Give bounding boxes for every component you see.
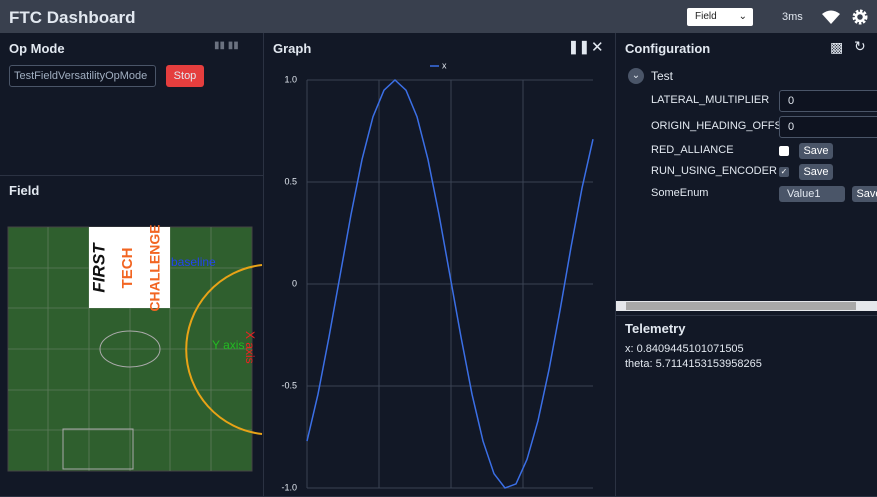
telemetry-line: theta: 5.7114153153958265 (625, 358, 762, 370)
save-icon[interactable]: ▩ (830, 39, 844, 55)
layout-select-value: Field (695, 11, 717, 22)
config-label: RUN_USING_ENCODER (651, 165, 777, 177)
settings-icon[interactable] (852, 9, 868, 25)
baseline-label: baseline (171, 255, 216, 269)
y-tick-label: 1.0 (284, 74, 297, 84)
save-button[interactable]: Save (799, 164, 833, 180)
telemetry-line: x: 0.8409445101071505 (625, 343, 744, 355)
graph-chart: 1.0 0.5 0 -0.5 -1.0 x (281, 60, 594, 492)
series-line (306, 78, 594, 489)
logo-text: CHALLENGE (147, 224, 163, 311)
robot-arc (185, 264, 263, 435)
center-circle (99, 330, 161, 368)
pause-button[interactable]: ❚❚ (568, 39, 590, 54)
configuration-panel: Configuration ▩ ↻ ⌄ Test LATERAL_MULTIPL… (616, 33, 877, 316)
panel-title: Graph (273, 41, 312, 56)
logo-box (89, 227, 170, 308)
telemetry-panel: Telemetry x: 0.8409445101071505 theta: 5… (616, 316, 877, 497)
config-input[interactable]: 0 (779, 90, 877, 112)
layout-select[interactable]: Field ⌄ (687, 8, 753, 26)
group-label: Test (651, 69, 674, 83)
panel-title: Telemetry (625, 321, 686, 336)
config-input[interactable]: 0 (779, 116, 877, 138)
close-button[interactable]: ✕ (591, 39, 604, 56)
x-axis-label: X axis (243, 331, 257, 364)
legend-label: x (442, 60, 447, 70)
panel-title: Op Mode (9, 41, 65, 56)
config-label: LATERAL_MULTIPLIER (651, 94, 770, 106)
config-label: ORIGIN_HEADING_OFFSET (651, 120, 796, 132)
y-tick-label: 0 (292, 278, 297, 288)
config-label: SomeEnum (651, 187, 709, 199)
y-tick-label: -1.0 (281, 482, 297, 492)
op-mode-panel: Op Mode ▮▮ ▮▮ TestFieldVersatilityOpMode… (0, 33, 264, 176)
gamepad-icons: ▮▮ ▮▮ (214, 40, 239, 51)
logo-text: FIRST (89, 242, 108, 293)
zone (62, 428, 134, 470)
config-label: RED_ALLIANCE (651, 144, 734, 156)
field-panel: Field FIRST TECH CHALLENGE baseline Y ax… (0, 176, 264, 497)
wifi-icon (822, 10, 840, 24)
checkbox[interactable]: ✓ (779, 167, 789, 177)
stop-button[interactable]: Stop (166, 65, 204, 87)
latency: 3ms (782, 11, 803, 23)
y-tick-label: 0.5 (284, 176, 297, 186)
save-button[interactable]: Save (799, 143, 833, 159)
checkbox[interactable] (779, 146, 789, 156)
y-axis-label: Y axis (212, 338, 244, 352)
op-mode-select[interactable]: TestFieldVersatilityOpMode (9, 65, 156, 87)
y-tick-label: -0.5 (281, 380, 297, 390)
graph-panel: Graph ❚❚ ✕ 1.0 0.5 0 -0.5 -1.0 x (264, 33, 616, 497)
save-button[interactable]: Save (852, 186, 877, 202)
scrollbar[interactable] (616, 301, 877, 311)
field-view: FIRST TECH CHALLENGE baseline Y axis X a… (7, 224, 263, 472)
enum-select[interactable]: Value1 (779, 186, 845, 202)
refresh-icon[interactable]: ↻ (854, 38, 866, 54)
app-title: FTC Dashboard (9, 8, 136, 27)
expand-toggle[interactable]: ⌄ (628, 68, 644, 84)
header: FTC Dashboard Field ⌄ 3ms (0, 0, 877, 33)
panel-title: Field (9, 183, 40, 198)
logo-text: TECH (119, 248, 136, 289)
panel-title: Configuration (625, 41, 711, 56)
